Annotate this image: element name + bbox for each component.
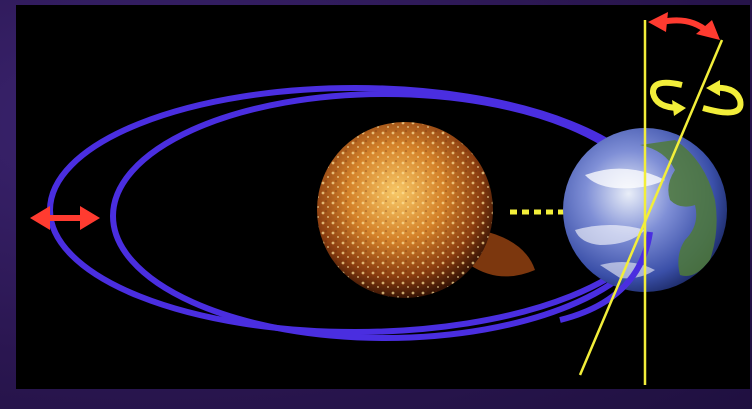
sun-icon [317, 122, 535, 298]
obliquity-arrow [648, 12, 720, 40]
tilted-axis [578, 39, 724, 376]
eccentricity-arrow [30, 206, 100, 230]
precession-arrows [650, 79, 744, 116]
earth-axis-lines [578, 20, 724, 385]
orbit-front-segment [559, 231, 653, 323]
